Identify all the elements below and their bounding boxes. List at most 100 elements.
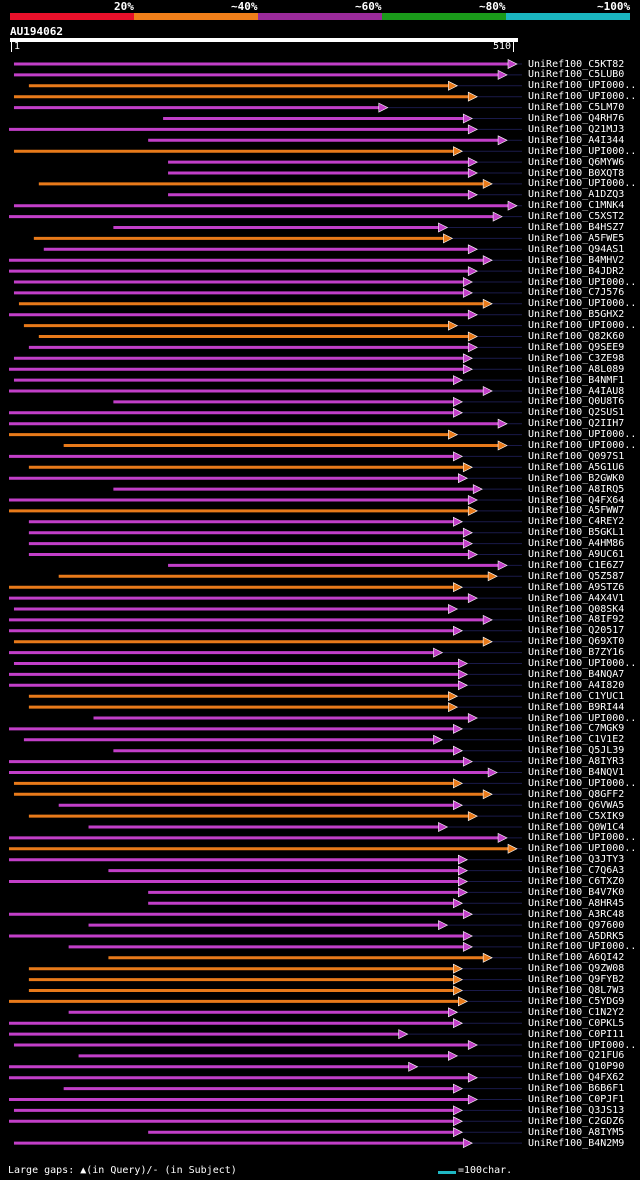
hit-label[interactable]: UniRef100_Q10P90 xyxy=(528,1061,625,1073)
hit-label[interactable]: UniRef100_B7ZY16 xyxy=(528,647,625,659)
hit-label[interactable]: UniRef100_A8IYM5 xyxy=(528,1126,625,1138)
hit-label[interactable]: UniRef100_Q9FYB2 xyxy=(528,974,625,986)
hit-label[interactable]: UniRef100_UPI000.. xyxy=(528,145,637,157)
hit-label[interactable]: UniRef100_UPI000.. xyxy=(528,429,637,441)
hit-label[interactable]: UniRef100_B4MHV2 xyxy=(528,254,625,266)
hit-label[interactable]: UniRef100_A5FWW7 xyxy=(528,505,625,517)
hit-label[interactable]: UniRef100_Q5Z587 xyxy=(528,570,625,582)
hit-label[interactable]: UniRef100_Q3JS13 xyxy=(528,1104,625,1116)
hit-label[interactable]: UniRef100_C5XST2 xyxy=(528,211,625,223)
hit-label[interactable]: UniRef100_B6B6F1 xyxy=(528,1083,625,1095)
hit-label[interactable]: UniRef100_UPI000.. xyxy=(528,712,637,724)
hit-label[interactable]: UniRef100_UPI000.. xyxy=(528,843,637,855)
hit-label[interactable]: UniRef100_C5YDG9 xyxy=(528,995,625,1007)
hit-label[interactable]: UniRef100_A5DRK5 xyxy=(528,930,625,942)
hit-label[interactable]: UniRef100_Q4FX62 xyxy=(528,1072,625,1084)
hit-label[interactable]: UniRef100_Q3JTY3 xyxy=(528,854,625,866)
hit-label[interactable]: UniRef100_C0PKL5 xyxy=(528,1017,625,1029)
hit-label[interactable]: UniRef100_C5KT82 xyxy=(528,58,625,70)
hit-label[interactable]: UniRef100_Q9SEE9 xyxy=(528,341,625,353)
hit-label[interactable]: UniRef100_A4IAU8 xyxy=(528,385,625,397)
hit-label[interactable]: UniRef100_Q0U8T6 xyxy=(528,396,625,408)
hit-label[interactable]: UniRef100_C0PJF1 xyxy=(528,1094,625,1105)
hit-label[interactable]: UniRef100_C0PI11 xyxy=(528,1028,625,1040)
hit-label[interactable]: UniRef100_A4I820 xyxy=(528,679,625,691)
hit-label[interactable]: UniRef100_C7MGK9 xyxy=(528,723,625,735)
hit-label[interactable]: UniRef100_UPI000.. xyxy=(528,941,637,953)
hit-label[interactable]: UniRef100_B9RI44 xyxy=(528,701,625,713)
hit-label[interactable]: UniRef100_UPI000.. xyxy=(528,658,637,669)
hit-label[interactable]: UniRef100_A4X4V1 xyxy=(528,592,625,604)
hit-label[interactable]: UniRef100_A5G1U6 xyxy=(528,461,625,473)
hit-label[interactable]: UniRef100_C1MNK4 xyxy=(528,200,625,212)
hit-label[interactable]: UniRef100_UPI000.. xyxy=(528,1039,637,1051)
hit-label[interactable]: UniRef100_Q20517 xyxy=(528,625,625,637)
hit-label[interactable]: UniRef100_UPI000.. xyxy=(528,91,637,103)
hit-label[interactable]: UniRef100_A8IYR3 xyxy=(528,756,625,768)
hit-label[interactable]: UniRef100_A5FWE5 xyxy=(528,232,625,244)
hit-label[interactable]: UniRef100_UPI000.. xyxy=(528,440,637,451)
hit-label[interactable]: UniRef100_Q97600 xyxy=(528,919,625,931)
hit-label[interactable]: UniRef100_B4JDR2 xyxy=(528,265,625,277)
hit-label[interactable]: UniRef100_C7Q6A3 xyxy=(528,865,625,877)
hit-label[interactable]: UniRef100_Q2SUS1 xyxy=(528,407,625,419)
hit-label[interactable]: UniRef100_B4NQA7 xyxy=(528,668,625,680)
hit-label[interactable]: UniRef100_C3ZE98 xyxy=(528,352,625,364)
hit-label[interactable]: UniRef100_Q82K60 xyxy=(528,331,625,342)
hit-label[interactable]: UniRef100_A3RC48 xyxy=(528,908,625,920)
hit-label[interactable]: UniRef100_C2GDZ6 xyxy=(528,1115,625,1127)
hit-label[interactable]: UniRef100_B2GWK0 xyxy=(528,472,625,484)
hit-label[interactable]: UniRef100_A4I344 xyxy=(528,134,625,146)
hit-label[interactable]: UniRef100_UPI000.. xyxy=(528,320,637,332)
hit-label[interactable]: UniRef100_Q6MYW6 xyxy=(528,156,625,168)
hit-label[interactable]: UniRef100_B5GHX2 xyxy=(528,309,625,321)
hit-label[interactable]: UniRef100_Q21MJ3 xyxy=(528,123,625,135)
hit-label[interactable]: UniRef100_B4HSZ7 xyxy=(528,222,625,233)
hit-label[interactable]: UniRef100_Q2IIH7 xyxy=(528,418,625,430)
hit-label[interactable]: UniRef100_Q9ZW08 xyxy=(528,963,625,975)
hit-label[interactable]: UniRef100_C1E6Z7 xyxy=(528,559,625,571)
hit-label[interactable]: UniRef100_Q6VWA5 xyxy=(528,799,625,811)
hit-label[interactable]: UniRef100_Q08SK4 xyxy=(528,603,625,615)
hit-label[interactable]: UniRef100_C5LUB0 xyxy=(528,69,625,81)
hit-label[interactable]: UniRef100_Q69XT0 xyxy=(528,636,625,648)
hit-label[interactable]: UniRef100_Q94AS1 xyxy=(528,243,625,255)
hit-label[interactable]: UniRef100_A8L089 xyxy=(528,363,625,375)
hit-label[interactable]: UniRef100_UPI000.. xyxy=(528,832,637,844)
hit-label[interactable]: UniRef100_C1YUC1 xyxy=(528,690,625,702)
hit-label[interactable]: UniRef100_UPI000.. xyxy=(528,276,637,288)
hit-label[interactable]: UniRef100_B4NQV1 xyxy=(528,767,625,778)
hit-label[interactable]: UniRef100_Q8GFF2 xyxy=(528,788,625,800)
hit-label[interactable]: UniRef100_C1N2Y2 xyxy=(528,1006,625,1018)
hit-label[interactable]: UniRef100_UPI000.. xyxy=(528,298,637,310)
hit-label[interactable]: UniRef100_A8IRQ5 xyxy=(528,483,625,495)
hit-label[interactable]: UniRef100_Q097S1 xyxy=(528,450,625,462)
hit-label[interactable]: UniRef100_C6TXZ0 xyxy=(528,876,625,887)
hit-label[interactable]: UniRef100_Q21FU6 xyxy=(528,1050,625,1062)
hit-label[interactable]: UniRef100_B0XQT8 xyxy=(528,167,625,179)
hit-label[interactable]: UniRef100_A1DZQ3 xyxy=(528,189,625,201)
hit-label[interactable]: UniRef100_A4HM86 xyxy=(528,538,625,550)
hit-label[interactable]: UniRef100_B4V7K0 xyxy=(528,886,625,898)
hit-label[interactable]: UniRef100_Q4FX64 xyxy=(528,494,625,506)
hit-label[interactable]: UniRef100_B5GKL1 xyxy=(528,527,625,539)
hit-label[interactable]: UniRef100_B4N2M9 xyxy=(528,1137,625,1149)
hit-label[interactable]: UniRef100_Q4RH76 xyxy=(528,113,625,124)
hit-label[interactable]: UniRef100_UPI000.. xyxy=(528,777,637,789)
hit-label[interactable]: UniRef100_B4NMF1 xyxy=(528,374,625,386)
hit-label[interactable]: UniRef100_A9UC61 xyxy=(528,549,625,560)
hit-label[interactable]: UniRef100_Q0W1C4 xyxy=(528,821,625,833)
hit-label[interactable]: UniRef100_A8HR45 xyxy=(528,897,625,909)
hit-label[interactable]: UniRef100_C7J576 xyxy=(528,287,625,299)
hit-label[interactable]: UniRef100_A9STZ6 xyxy=(528,581,625,593)
hit-label[interactable]: UniRef100_C5LM70 xyxy=(528,102,625,114)
hit-label[interactable]: UniRef100_C4REY2 xyxy=(528,516,625,528)
hit-label[interactable]: UniRef100_Q5JL39 xyxy=(528,745,625,757)
hit-label[interactable]: UniRef100_Q8L7W3 xyxy=(528,985,625,996)
hit-label[interactable]: UniRef100_A6QI42 xyxy=(528,952,625,964)
hit-label[interactable]: UniRef100_UPI000.. xyxy=(528,80,637,92)
hit-label[interactable]: UniRef100_C1V1E2 xyxy=(528,734,625,746)
hit-label[interactable]: UniRef100_UPI000.. xyxy=(528,178,637,190)
hit-label[interactable]: UniRef100_C5XIK9 xyxy=(528,810,625,822)
hit-label[interactable]: UniRef100_A8IF92 xyxy=(528,614,625,626)
